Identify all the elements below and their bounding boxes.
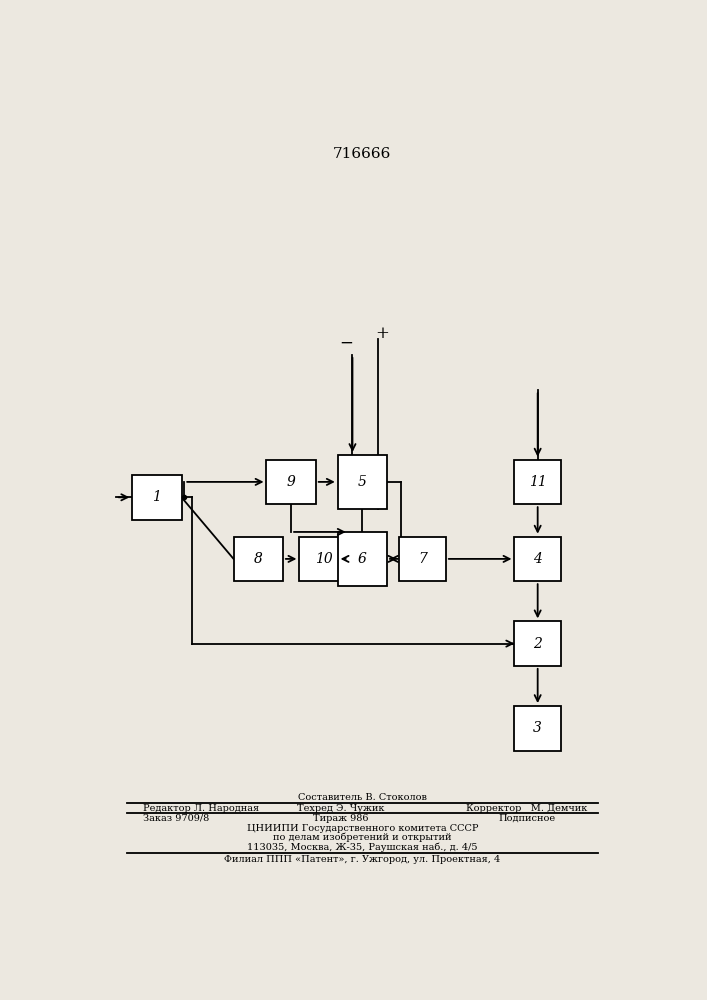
Text: Заказ 9709/8: Заказ 9709/8: [144, 814, 209, 823]
Bar: [233, 537, 283, 581]
Text: ЦНИИПИ Государственного комитета СССР: ЦНИИПИ Государственного комитета СССР: [247, 824, 478, 833]
Bar: [515, 537, 561, 581]
Text: 10: 10: [315, 552, 333, 566]
Text: Филиал ППП «Патент», г. Ужгород, ул. Проектная, 4: Филиал ППП «Патент», г. Ужгород, ул. Про…: [224, 855, 501, 864]
Text: 9: 9: [286, 475, 296, 489]
Text: Техред Э. Чужик: Техред Э. Чужик: [297, 804, 384, 813]
Bar: [338, 532, 387, 586]
Text: Редактор Л. Народная: Редактор Л. Народная: [144, 804, 259, 813]
Bar: [267, 460, 316, 504]
Text: +: +: [375, 325, 389, 342]
Text: 7: 7: [418, 552, 427, 566]
Text: 4: 4: [533, 552, 542, 566]
Text: 5: 5: [358, 475, 367, 489]
Text: 8: 8: [254, 552, 263, 566]
Bar: [399, 537, 446, 581]
Bar: [299, 537, 349, 581]
Text: по делам изобретений и открытий: по делам изобретений и открытий: [273, 833, 452, 842]
Text: Тираж 986: Тираж 986: [312, 814, 368, 823]
Bar: [515, 621, 561, 666]
Bar: [515, 460, 561, 504]
Text: −: −: [339, 335, 353, 352]
Bar: [132, 475, 182, 520]
Text: 1: 1: [153, 490, 161, 504]
Text: Подписное: Подписное: [498, 814, 555, 823]
Text: 716666: 716666: [333, 147, 392, 161]
Text: 6: 6: [358, 552, 367, 566]
Text: Корректор   М. Демчик: Корректор М. Демчик: [466, 804, 588, 813]
Text: 3: 3: [533, 721, 542, 735]
Text: Составитель В. Стоколов: Составитель В. Стоколов: [298, 793, 427, 802]
Bar: [515, 706, 561, 751]
Bar: [338, 455, 387, 509]
Text: 113035, Москва, Ж-35, Раушская наб., д. 4/5: 113035, Москва, Ж-35, Раушская наб., д. …: [247, 842, 478, 852]
Text: 2: 2: [533, 637, 542, 651]
Text: 11: 11: [529, 475, 547, 489]
